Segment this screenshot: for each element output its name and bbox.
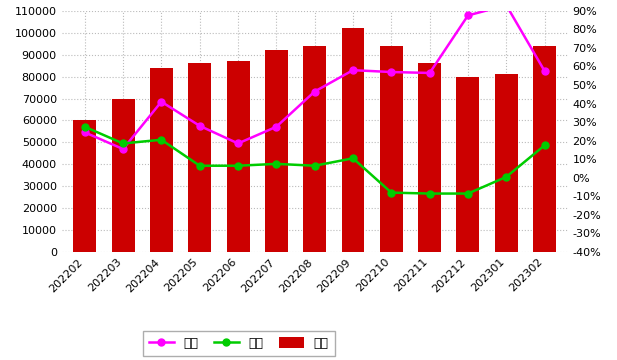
同比 — [387, 70, 395, 74]
Bar — [380, 46, 403, 252]
同比 — [541, 69, 549, 73]
Bar — [341, 28, 365, 252]
同比 — [273, 125, 280, 129]
Bar — [226, 61, 249, 252]
环比 — [464, 192, 471, 196]
Line: 同比: 同比 — [81, 2, 548, 153]
同比 — [311, 89, 318, 94]
环比 — [234, 163, 242, 168]
同比 — [503, 3, 510, 8]
同比 — [81, 130, 88, 135]
环比 — [541, 143, 549, 148]
同比 — [196, 124, 204, 128]
Bar — [265, 50, 288, 252]
Bar — [150, 68, 173, 252]
同比 — [234, 141, 242, 145]
Legend: 同比, 环比, 销量: 同比, 环比, 销量 — [143, 330, 335, 356]
Line: 环比: 环比 — [81, 123, 548, 197]
同比 — [119, 147, 126, 151]
Bar — [303, 46, 326, 252]
环比 — [349, 156, 357, 161]
同比 — [426, 71, 433, 75]
Bar — [457, 77, 479, 252]
环比 — [273, 162, 280, 166]
Bar — [533, 46, 556, 252]
环比 — [158, 138, 165, 142]
环比 — [81, 125, 88, 129]
Bar — [73, 121, 96, 252]
Bar — [112, 99, 135, 252]
同比 — [349, 68, 357, 72]
环比 — [426, 192, 433, 196]
Bar — [418, 63, 441, 252]
环比 — [196, 163, 204, 168]
Bar — [188, 63, 211, 252]
环比 — [503, 175, 510, 179]
同比 — [158, 100, 165, 104]
环比 — [387, 190, 395, 195]
环比 — [119, 141, 126, 145]
环比 — [311, 163, 318, 168]
Bar — [495, 75, 518, 252]
同比 — [464, 13, 471, 18]
